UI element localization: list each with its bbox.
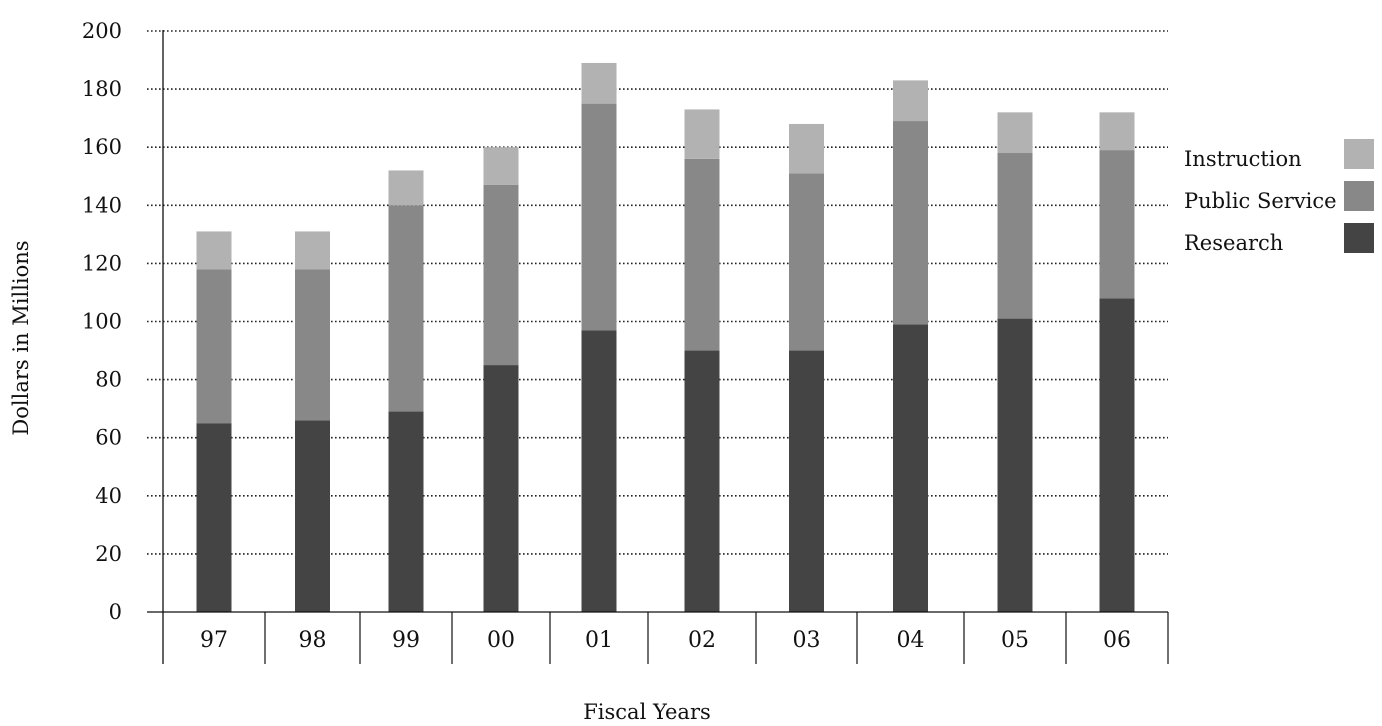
legend-label: Public Service [1184, 189, 1337, 213]
bar-instruction [196, 231, 232, 270]
bar-research [295, 420, 330, 612]
bar-instruction [893, 80, 928, 122]
bar-instruction [1099, 112, 1135, 151]
bar-instruction [581, 62, 617, 104]
x-category-labels: 97 98 99 00 01 02 03 04 05 06 [200, 612, 1169, 664]
bar-public-service [997, 153, 1033, 319]
legend: Instruction Public Service Research [1184, 139, 1374, 255]
x-category-label: 99 [392, 628, 420, 653]
bar-research [196, 423, 232, 612]
bar-research [997, 318, 1033, 612]
bar-research [1099, 298, 1135, 612]
x-category-label: 00 [487, 628, 515, 653]
bar-research [581, 330, 617, 612]
x-category-label: 02 [688, 628, 716, 653]
y-tick-label: 40 [95, 484, 122, 508]
bar-instruction [997, 112, 1033, 154]
y-tick-label: 120 [82, 251, 122, 275]
bar-instruction [789, 123, 824, 174]
y-tick-label: 180 [82, 77, 122, 101]
bar-instruction [295, 231, 330, 270]
x-category-label: 03 [793, 628, 821, 653]
bar-instruction [483, 147, 519, 185]
x-category-label: 97 [200, 628, 228, 653]
bar-research [388, 411, 424, 612]
legend-swatch [1344, 139, 1374, 169]
bar-research [483, 365, 519, 612]
bar-public-service [581, 103, 617, 331]
y-tick-labels: 0 20 40 60 80 100 120 140 160 180 200 [82, 19, 122, 624]
legend-label: Instruction [1184, 147, 1302, 171]
bar-public-service [1099, 150, 1135, 299]
bar-public-service [388, 205, 424, 412]
y-tick-label: 100 [82, 310, 122, 334]
legend-label: Research [1184, 231, 1283, 255]
bar-instruction [388, 170, 424, 206]
y-tick-label: 60 [95, 426, 122, 450]
y-tick-label: 0 [109, 600, 122, 624]
y-tick-label: 20 [95, 542, 122, 566]
legend-swatch [1344, 181, 1374, 211]
bar-public-service [684, 158, 720, 351]
y-tick-label: 140 [82, 193, 122, 217]
x-category-label: 98 [299, 628, 327, 653]
bar-public-service [196, 269, 232, 424]
legend-swatch [1344, 223, 1374, 253]
x-category-label: 05 [1001, 628, 1029, 653]
bar-research [684, 350, 720, 612]
y-axis-title: Dollars in Millions [9, 240, 33, 435]
y-tick-label: 200 [82, 19, 122, 43]
bar-instruction [684, 109, 720, 159]
bar-research [789, 350, 824, 612]
x-axis-title: Fiscal Years [583, 700, 711, 724]
y-tick-label: 80 [95, 368, 122, 392]
bars [196, 62, 1135, 612]
bar-public-service [483, 184, 519, 366]
bar-public-service [893, 121, 928, 325]
x-category-label: 01 [585, 628, 613, 653]
axes [147, 30, 1168, 664]
x-category-label: 06 [1103, 628, 1131, 653]
x-category-label: 04 [897, 628, 925, 653]
y-tick-label: 160 [82, 135, 122, 159]
bar-public-service [295, 269, 330, 421]
bar-public-service [789, 173, 824, 351]
bar-research [893, 324, 928, 612]
